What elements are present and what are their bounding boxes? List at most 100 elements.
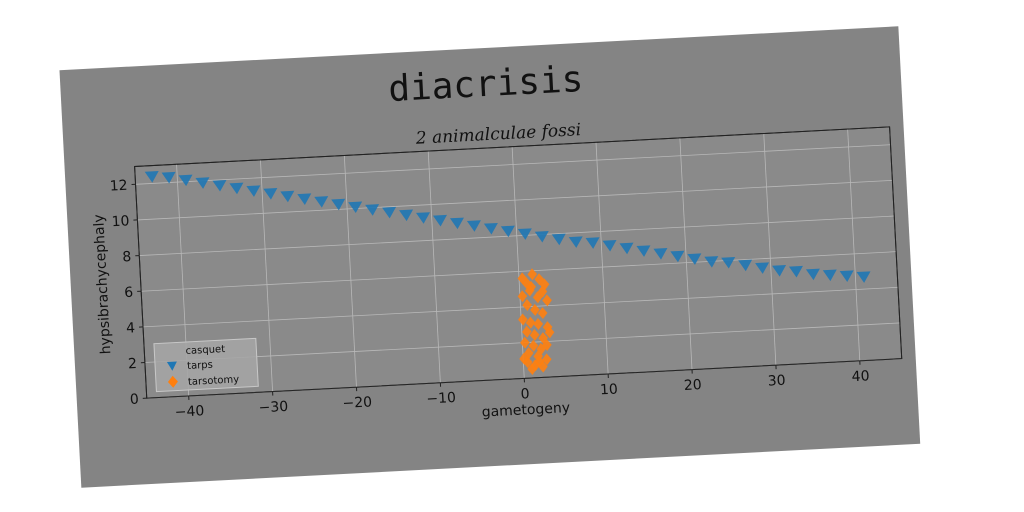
x-axis-label: gametogeny <box>481 400 570 421</box>
point-tarsotomy <box>524 347 534 360</box>
y-axis-ticks: 0 2 4 6 8 10 12 <box>109 178 147 408</box>
point-tarps <box>755 262 770 274</box>
point-tarps <box>483 222 498 235</box>
x-tick-label: −20 <box>342 394 372 412</box>
point-tarps <box>822 269 837 282</box>
point-tarps <box>788 265 803 278</box>
point-tarsotomy <box>537 285 548 298</box>
point-tarps <box>144 171 159 183</box>
x-tick-label: −40 <box>174 403 204 421</box>
point-tarps <box>297 193 312 205</box>
point-tarps <box>449 217 464 230</box>
point-tarsotomy <box>519 352 529 365</box>
x-tick-label: 40 <box>851 368 870 385</box>
x-tick-label: −10 <box>426 390 456 408</box>
point-tarsotomy <box>530 359 541 372</box>
point-tarps <box>568 236 583 248</box>
point-tarps <box>721 256 736 269</box>
point-tarps <box>399 209 414 222</box>
legend: casquet tarps tarsotomy <box>153 337 259 393</box>
legend-title: casquet <box>185 344 225 357</box>
grid-line-y <box>139 215 895 256</box>
point-tarps <box>839 270 854 282</box>
x-tick-label: 0 <box>520 386 530 402</box>
grid-line-x <box>595 142 609 374</box>
grid-line-x <box>511 146 525 379</box>
grid-line-x <box>847 129 861 361</box>
point-tarsotomy <box>525 316 536 329</box>
y-tick-label: 2 <box>128 356 138 372</box>
x-tick-label: 30 <box>767 373 786 390</box>
point-tarsotomy <box>534 355 545 368</box>
axes: −40 −30 −20 −10 0 10 20 30 40 0 2 4 6 8 10 12 gametoge… <box>91 126 903 421</box>
point-tarsotomy <box>544 326 555 339</box>
point-tarps <box>178 174 193 187</box>
point-tarps <box>534 231 549 243</box>
point-tarps <box>280 190 295 203</box>
point-tarsotomy <box>526 280 537 293</box>
point-tarps <box>856 271 871 283</box>
point-tarps <box>263 188 278 200</box>
series-tarps <box>144 171 871 283</box>
point-tarsotomy <box>533 318 544 331</box>
y-tick-label: 8 <box>122 249 132 265</box>
point-tarps <box>602 239 617 252</box>
point-tarps <box>636 245 651 257</box>
y-tick-label: 12 <box>109 178 128 195</box>
point-tarps <box>331 198 346 211</box>
point-tarsotomy <box>520 336 530 349</box>
point-tarps <box>382 206 397 219</box>
legend-label-tarps: tarps <box>187 360 213 372</box>
grid-line-y <box>141 251 897 292</box>
grid-line-y <box>143 286 899 328</box>
y-tick-label: 4 <box>126 320 136 336</box>
y-tick-label: 0 <box>129 392 139 408</box>
point-tarps <box>805 268 820 281</box>
point-tarps <box>585 237 600 249</box>
point-tarsotomy <box>539 278 550 291</box>
point-tarps <box>466 220 481 232</box>
point-tarsotomy <box>527 363 537 376</box>
point-tarps <box>416 212 431 224</box>
series-tarsotomy <box>517 268 555 376</box>
x-tick-label: −30 <box>258 399 288 417</box>
legend-marker-tarsotomy <box>167 375 178 388</box>
chart-suptitle: diacrisis <box>387 59 584 110</box>
point-tarps <box>738 259 753 272</box>
point-tarsotomy <box>536 342 546 355</box>
point-tarps <box>212 179 227 192</box>
point-tarps <box>619 242 634 255</box>
grid-line-x <box>763 133 777 366</box>
point-tarps <box>772 265 787 277</box>
y-axis-label: hypsibrachycephaly <box>91 214 114 355</box>
y-tick-label: 10 <box>111 213 130 230</box>
grid-line-y <box>137 179 893 221</box>
point-tarsotomy <box>529 328 540 341</box>
point-tarps <box>670 250 685 263</box>
point-tarps <box>551 233 566 246</box>
point-tarsotomy <box>530 303 540 316</box>
legend-marker-tarps <box>166 361 177 371</box>
point-tarsotomy <box>517 290 528 303</box>
point-tarsotomy <box>542 339 552 352</box>
grid-line-x <box>343 155 357 388</box>
point-tarps <box>246 185 261 197</box>
figure: diacrisis 2 animalculae fossi −40 −30 −20−… <box>59 26 921 488</box>
point-tarsotomy <box>532 291 543 304</box>
x-tick-label: 10 <box>600 381 619 398</box>
point-tarps <box>348 201 363 214</box>
point-tarps <box>195 177 210 189</box>
point-tarps <box>704 256 719 268</box>
point-tarps <box>653 248 668 260</box>
x-tick-label: 20 <box>684 377 703 394</box>
point-tarsotomy <box>518 313 528 326</box>
x-axis-ticks: −40 −30 −20 −10 0 10 20 30 40 <box>174 360 870 421</box>
legend-box <box>153 337 259 393</box>
grid-line-x <box>260 159 273 392</box>
point-tarsotomy <box>542 353 552 366</box>
point-tarps <box>365 204 380 216</box>
point-tarsotomy <box>542 294 552 307</box>
grid-line-y <box>135 144 891 185</box>
point-tarps <box>229 182 244 195</box>
